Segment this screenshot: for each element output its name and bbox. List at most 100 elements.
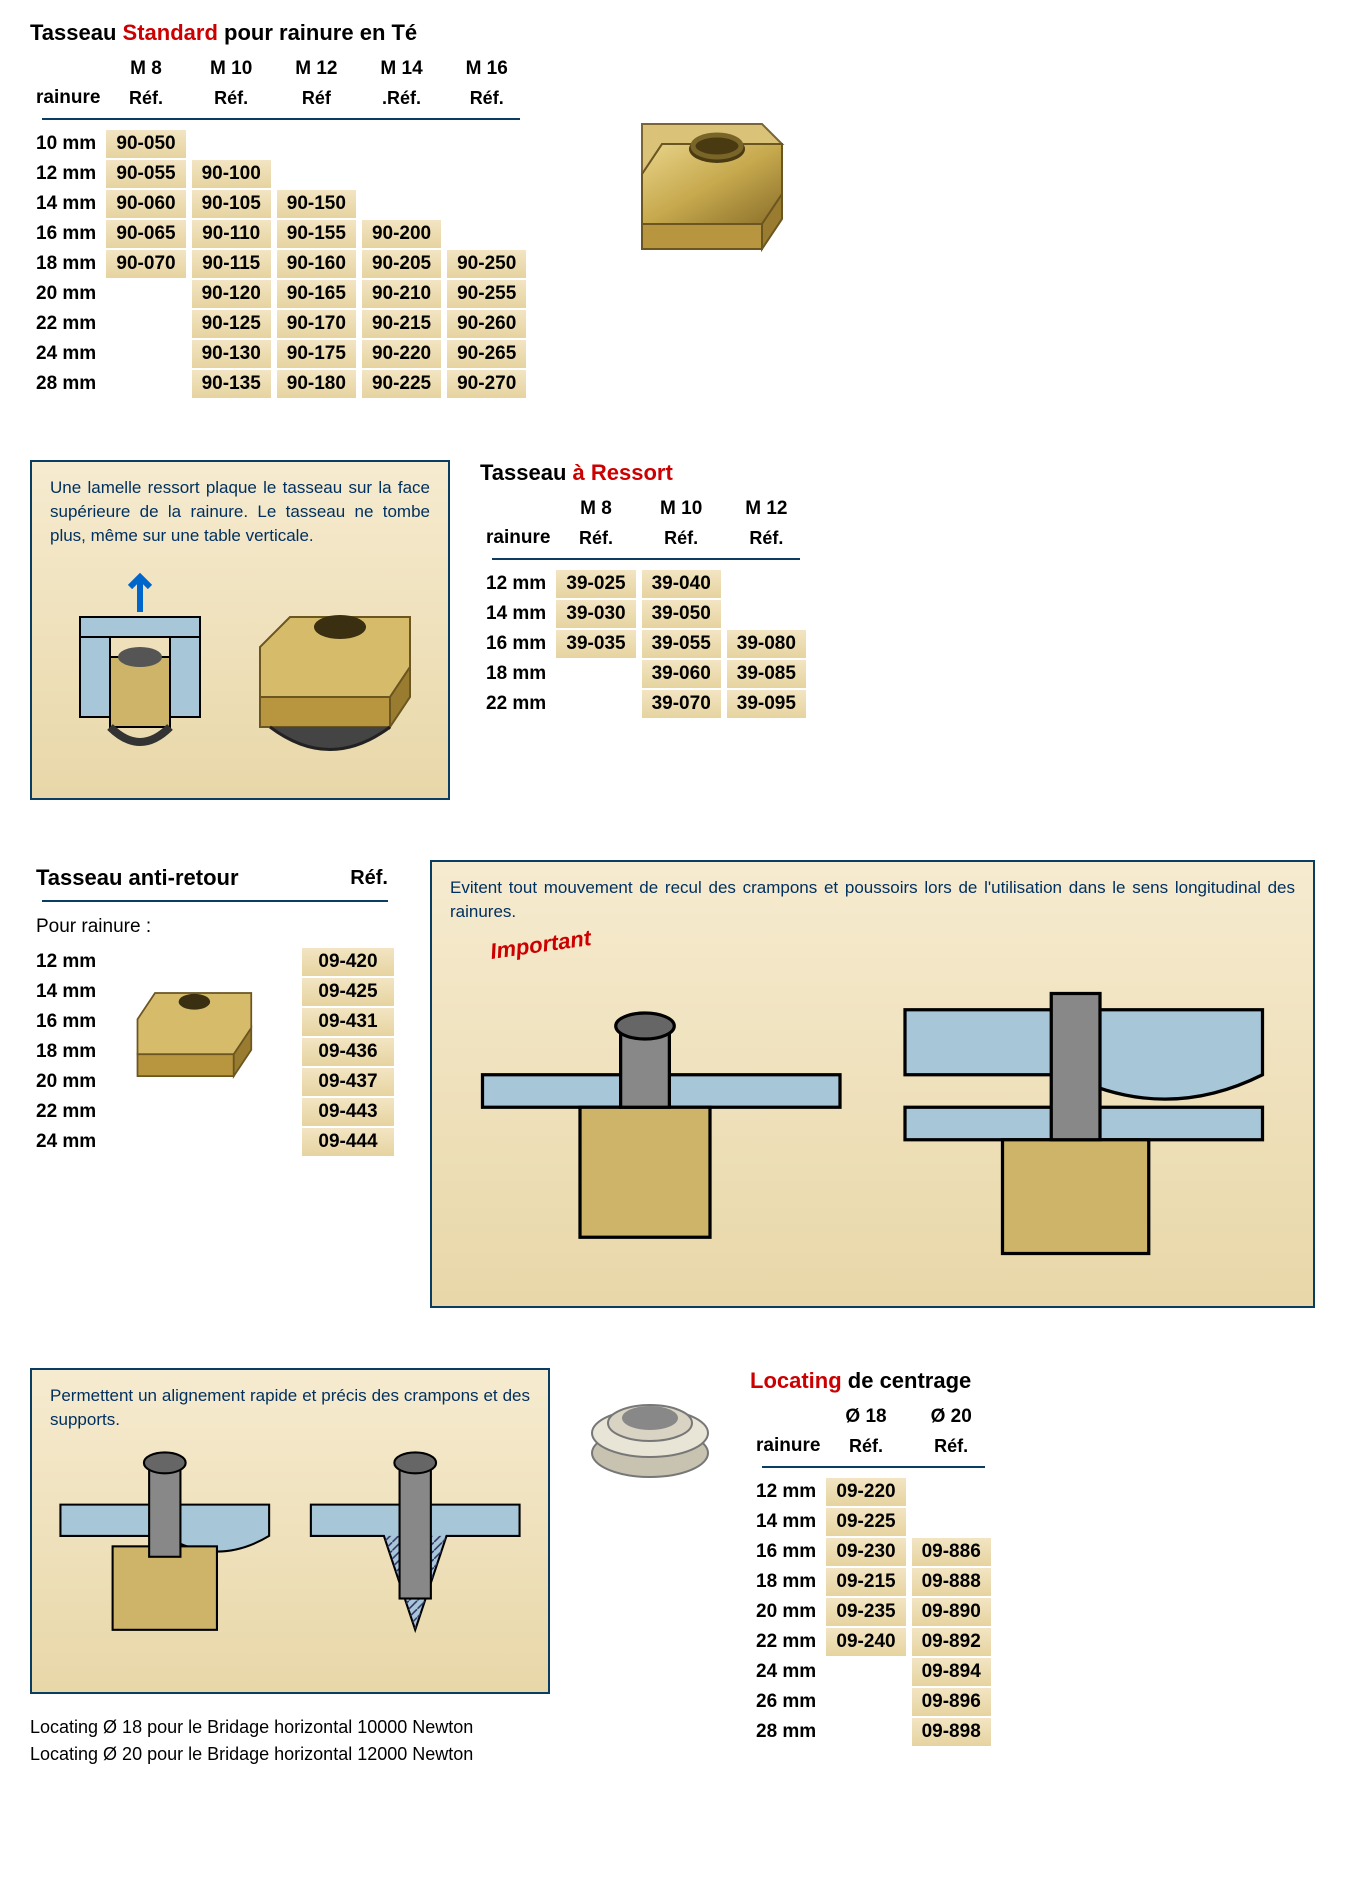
- ref-value: 39-025: [556, 570, 635, 598]
- s2-pre: Tasseau: [480, 460, 573, 485]
- rainure-value: 12 mm: [756, 1478, 820, 1506]
- table-row: 28 mm90-13590-18090-22590-270: [36, 370, 526, 398]
- illustration-anti-retour: [450, 961, 1295, 1286]
- illustration-ressort: [50, 557, 430, 777]
- rainure-value: 22 mm: [36, 1098, 296, 1126]
- ref-value: 09-886: [912, 1538, 991, 1566]
- s3-ref: Réf.: [302, 862, 394, 894]
- divider: [42, 118, 520, 120]
- table-row: 14 mm09-225: [756, 1508, 991, 1536]
- table-locating: Ø 18 Ø 20 rainure Réf. Réf. 12 mm09-2201…: [750, 1402, 997, 1748]
- ref-value: 90-220: [362, 340, 441, 368]
- ref-value: [912, 1508, 991, 1536]
- table-row: 12 mm90-05590-100: [36, 160, 526, 188]
- ref-value: 90-110: [192, 220, 271, 248]
- rainure-value: 24 mm: [36, 340, 100, 368]
- ref-value: 90-265: [447, 340, 526, 368]
- ref-value: 90-200: [362, 220, 441, 248]
- s4-rainure: rainure: [756, 1432, 820, 1460]
- s2-ref3: Réf.: [727, 524, 806, 552]
- ref-value: 09-225: [826, 1508, 905, 1536]
- rainure-label: rainure: [36, 84, 100, 112]
- rainure-value: 18 mm: [486, 660, 550, 688]
- info-box-ressort: Une lamelle ressort plaque le tasseau su…: [30, 460, 450, 800]
- table-row: 16 mm90-06590-11090-15590-200: [36, 220, 526, 248]
- ref-value: 90-175: [277, 340, 356, 368]
- ref-value: 90-215: [362, 310, 441, 338]
- table-row: 20 mm90-12090-16590-21090-255: [36, 280, 526, 308]
- ref-value: 39-080: [727, 630, 806, 658]
- ref-value: [362, 130, 441, 158]
- table-row: 22 mm39-07039-095: [486, 690, 806, 718]
- s3-sub: Pour rainure :: [36, 912, 394, 946]
- rainure-value: 14 mm: [36, 190, 100, 218]
- ref-value: 90-120: [192, 280, 271, 308]
- rainure-value: 28 mm: [36, 370, 100, 398]
- rainure-value: 24 mm: [756, 1658, 820, 1686]
- product-image-locating: [580, 1368, 720, 1488]
- rainure-value: 10 mm: [36, 130, 100, 158]
- title-post: pour rainure en Té: [218, 20, 417, 45]
- table-row: 24 mm90-13090-17590-22090-265: [36, 340, 526, 368]
- ref-value: [826, 1688, 905, 1716]
- illustration-locating: [50, 1442, 530, 1672]
- rainure-value: 22 mm: [756, 1628, 820, 1656]
- rainure-value: 24 mm: [36, 1128, 296, 1156]
- rainure-value: 14 mm: [756, 1508, 820, 1536]
- ref-m8: Réf.: [106, 84, 185, 112]
- ref-value: 09-215: [826, 1568, 905, 1596]
- ref-value: 90-155: [277, 220, 356, 248]
- ref-value: 09-888: [912, 1568, 991, 1596]
- ref-value: 39-085: [727, 660, 806, 688]
- table-row: 22 mm09-443: [36, 1098, 394, 1126]
- ref-value: 09-220: [826, 1478, 905, 1506]
- ref-value: 39-030: [556, 600, 635, 628]
- table-row: 12 mm39-02539-040: [486, 570, 806, 598]
- table-row: 22 mm09-24009-892: [756, 1628, 991, 1656]
- ref-value: 90-180: [277, 370, 356, 398]
- foot2: Locating Ø 20 pour le Bridage horizontal…: [30, 1741, 550, 1768]
- ref-value: 39-055: [642, 630, 721, 658]
- ref-value: 09-890: [912, 1598, 991, 1626]
- ref-value: 09-425: [302, 978, 394, 1006]
- ref-value: [826, 1658, 905, 1686]
- col-m14: M 14: [362, 56, 441, 82]
- ref-value: 09-894: [912, 1658, 991, 1686]
- s2-col-m10: M 10: [642, 496, 721, 522]
- s2-col-m8: M 8: [556, 496, 635, 522]
- ref-value: 90-260: [447, 310, 526, 338]
- section-tasseau-standard: Tasseau Standard pour rainure en Té M 8 …: [30, 20, 1315, 400]
- ref-value: 90-160: [277, 250, 356, 278]
- ref-value: 90-270: [447, 370, 526, 398]
- divider: [762, 1466, 985, 1468]
- ref-value: 09-436: [302, 1038, 394, 1066]
- s2-ref1: Réf.: [556, 524, 635, 552]
- ref-value: 90-125: [192, 310, 271, 338]
- info-box-anti-retour: Evitent tout mouvement de recul des cram…: [430, 860, 1315, 1308]
- ref-value: 90-255: [447, 280, 526, 308]
- ref-value: 39-050: [642, 600, 721, 628]
- title-red: Standard: [123, 20, 218, 45]
- ref-value: [362, 160, 441, 188]
- s2-red: à Ressort: [573, 460, 673, 485]
- ref-value: 09-431: [302, 1008, 394, 1036]
- table-row: 24 mm 09-894: [756, 1658, 991, 1686]
- s2-col-m12: M 12: [727, 496, 806, 522]
- section2-title: Tasseau à Ressort: [480, 460, 1315, 486]
- ref-value: 90-115: [192, 250, 271, 278]
- table-ressort: M 8 M 10 M 12 rainure Réf. Réf. Réf. 12 …: [480, 494, 812, 720]
- ref-value: 09-444: [302, 1128, 394, 1156]
- ref-value: [727, 570, 806, 598]
- ref-value: 90-170: [277, 310, 356, 338]
- ref-value: 09-240: [826, 1628, 905, 1656]
- s3-title: Tasseau anti-retour: [36, 862, 296, 894]
- s4-post: de centrage: [842, 1368, 972, 1393]
- table-row: 14 mm39-03039-050: [486, 600, 806, 628]
- ref-value: [447, 160, 526, 188]
- ref-value: 90-250: [447, 250, 526, 278]
- ref-value: [106, 370, 185, 398]
- ref-value: 90-135: [192, 370, 271, 398]
- ref-value: 09-443: [302, 1098, 394, 1126]
- product-image-standard: [602, 94, 802, 274]
- s4-col2: Ø 20: [912, 1404, 991, 1430]
